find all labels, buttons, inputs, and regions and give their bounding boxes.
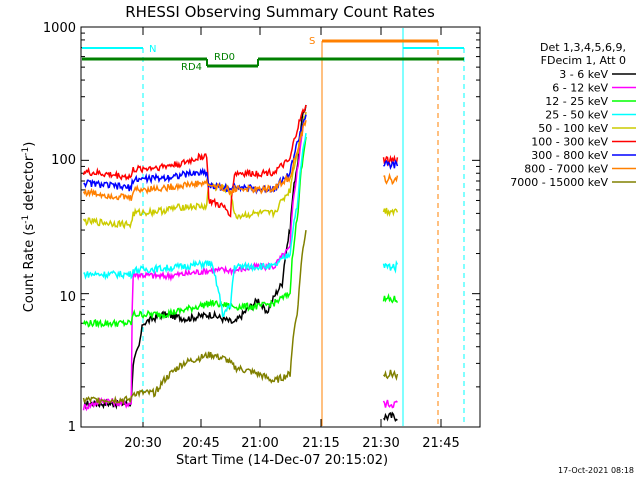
series-line-post-25-50-kev [382, 259, 399, 274]
legend-entry-label: 12 - 25 keV [545, 95, 608, 108]
legend-entry-label: 25 - 50 keV [545, 109, 608, 122]
y-tick-label-100: 100 [51, 153, 76, 168]
night-label: N [149, 44, 156, 55]
night-markers: N [82, 28, 465, 426]
y-axis-title-main: Count Rate (s [22, 224, 37, 313]
saa-markers: S [309, 36, 439, 426]
series-line-7000-15000-kev [82, 229, 307, 406]
y-axis-title-sup1: -1 [21, 215, 31, 224]
series-line-300-800-kev [83, 114, 307, 195]
legend-entry-label: 6 - 12 keV [552, 82, 608, 95]
series-line-post-50-100-kev [382, 207, 399, 218]
legend-entry-label: 3 - 6 keV [559, 68, 608, 81]
footer-date: 17-Oct-2021 08:18 [558, 466, 634, 475]
x-tick-label-2130: 21:30 [362, 436, 399, 451]
legend-entry-label: 50 - 100 keV [538, 122, 608, 135]
series-line-post-12-25-kev [382, 292, 399, 304]
y-axis: 1 10 100 1000 [43, 21, 480, 435]
y-axis-title-mid: detector [22, 155, 37, 215]
series-layer [82, 104, 399, 423]
y-tick-label-10: 10 [59, 290, 76, 305]
legend: Det 1,3,4,5,6,9, FDecim 1, Att 0 3 - 6 k… [510, 41, 636, 189]
series-line-post-3-6-kev [382, 411, 398, 423]
series-line-post-300-800-kev [382, 159, 399, 170]
series-line-25-50-kev [83, 132, 307, 318]
x-tick-label-2145: 21:45 [422, 436, 459, 451]
series-line-6-12-kev [82, 111, 307, 412]
y-axis-title: Count Rate (s-1 detector-1) [21, 142, 37, 313]
x-axis: 20:30 20:45 21:00 21:15 21:30 21:45 [124, 27, 460, 451]
series-line-12-25-kev [82, 136, 307, 329]
decim-markers: RD0 RD4 [82, 52, 464, 73]
rd0-label: RD0 [214, 52, 235, 63]
chart-title: RHESSI Observing Summary Count Rates [125, 3, 435, 21]
series-line-post-6-12-kev [382, 399, 398, 409]
x-tick-label-2100: 21:00 [241, 436, 278, 451]
y-axis-title-sup2: -1 [21, 147, 31, 156]
legend-entry-label: 100 - 300 keV [531, 136, 608, 149]
rd4-label: RD4 [181, 62, 202, 73]
legend-header-line-1: Det 1,3,4,5,6,9, [540, 41, 626, 54]
legend-entry-label: 7000 - 15000 keV [510, 176, 608, 189]
plot-frame [80, 26, 481, 428]
y-axis-title-end: ) [22, 142, 37, 147]
series-line-post-7000-15000-kev [382, 369, 399, 381]
legend-entry-label: 800 - 7000 keV [524, 163, 608, 176]
legend-header-line-2: FDecim 1, Att 0 [541, 54, 626, 67]
x-tick-label-2030: 20:30 [124, 436, 161, 451]
series-line-50-100-kev [82, 111, 307, 230]
series-line-800-7000-kev [82, 120, 307, 202]
y-tick-label-1: 1 [68, 420, 76, 435]
x-tick-label-2045: 20:45 [182, 436, 219, 451]
legend-entry-label: 300 - 800 keV [531, 149, 608, 162]
series-line-100-300-kev [82, 104, 307, 218]
x-axis-title: Start Time (14-Dec-07 20:15:02) [176, 453, 388, 468]
series-line-post-800-7000-kev [383, 172, 399, 186]
x-tick-label-2115: 21:15 [302, 436, 339, 451]
saa-label: S [309, 36, 315, 47]
y-tick-label-1000: 1000 [43, 21, 76, 36]
